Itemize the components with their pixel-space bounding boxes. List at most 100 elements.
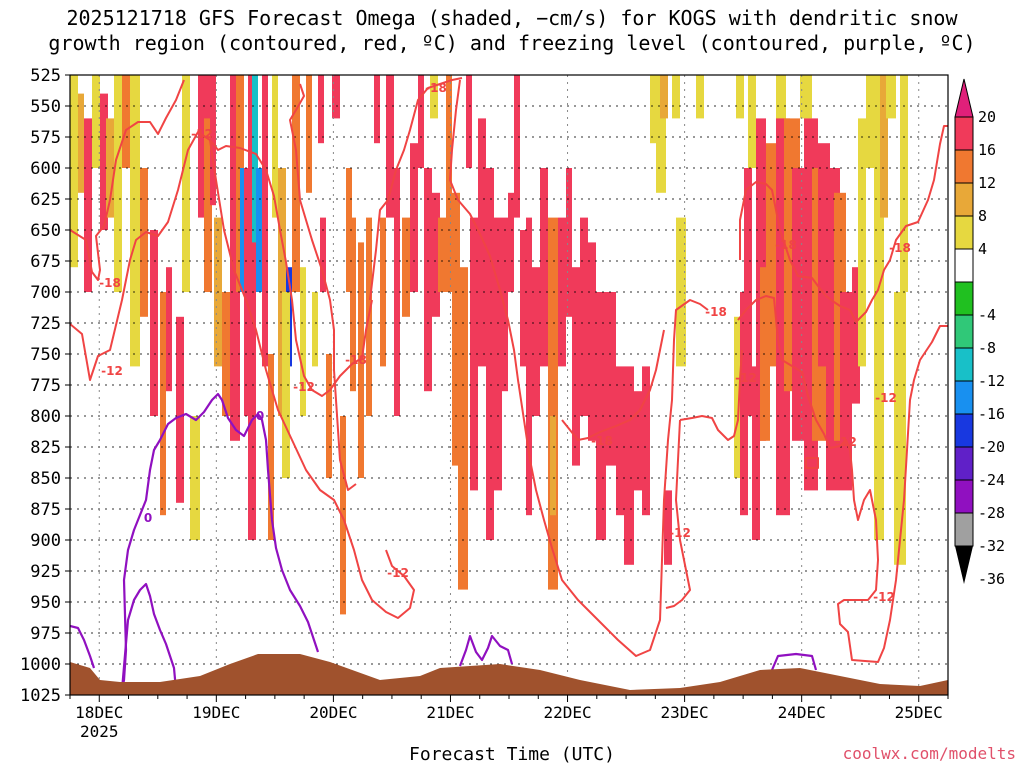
omega-cell-49 <box>386 75 394 218</box>
omega-cell-29 <box>268 354 274 540</box>
contour-label-9: -12 <box>669 526 691 540</box>
omega-cell-81 <box>606 292 616 466</box>
omega-cell-9 <box>140 168 148 317</box>
omega-cell-28 <box>262 75 268 367</box>
omega-cell-56 <box>432 192 440 317</box>
colorbar-label-5: -4 <box>978 306 996 324</box>
colorbar-swatch-5 <box>954 281 974 316</box>
y-tick-label-750: 750 <box>30 345 61 365</box>
y-tick-label-825: 825 <box>30 438 61 458</box>
x-tick-sublabel-18DEC: 2025 <box>80 722 119 741</box>
omega-cell-48 <box>380 217 386 367</box>
x-tick-label-19DEC: 19DEC <box>192 703 240 722</box>
omega-cell-15 <box>190 416 200 540</box>
colorbar-label-3: 8 <box>978 207 987 225</box>
omega-cell-36 <box>306 75 312 193</box>
contour-label-13: -12 <box>875 391 897 405</box>
omega-cell-52 <box>410 143 418 292</box>
omega-cell-71 <box>532 267 540 416</box>
omega-cell-17 <box>204 118 212 293</box>
omega-cell-33 <box>282 292 290 478</box>
omega-cell-6 <box>114 75 122 292</box>
omega-cell-12 <box>166 267 172 392</box>
omega-cell-114 <box>858 118 866 367</box>
omega-cell-86 <box>650 75 656 144</box>
colorbar-label-13: -36 <box>978 570 1005 588</box>
contour-labels: -18 -12 -18 -12 -18 -12 -12 -18 -18 -12 -12 -18 -18 -… <box>99 81 911 604</box>
colorbar-label-4: 4 <box>978 240 987 258</box>
colorbar-swatch-8 <box>954 380 974 415</box>
omega-cell-117 <box>880 75 888 218</box>
colorbar-swatch-0 <box>954 116 974 151</box>
contour-label-11: -18 <box>775 238 797 252</box>
y-tick-label-700: 700 <box>30 283 61 303</box>
omega-cell-1 <box>78 93 84 193</box>
colorbar-swatch-10 <box>954 446 974 481</box>
omega-cell-70 <box>526 217 532 516</box>
x-tick-label-24DEC: 24DEC <box>778 703 826 722</box>
freezing-contour-1 <box>120 392 320 691</box>
omega-shading <box>70 75 908 615</box>
omega-cell-25 <box>248 75 256 540</box>
dgz-contour-11 <box>805 457 819 469</box>
colorbar-swatch-11 <box>954 479 974 514</box>
omega-cell-85 <box>642 366 650 516</box>
omega-cell-14 <box>182 75 190 292</box>
omega-cell-93 <box>734 316 742 478</box>
omega-cell-67 <box>508 192 514 292</box>
colorbar-label-1: 16 <box>978 141 996 159</box>
y-tick-label-975: 975 <box>30 624 61 644</box>
contour-label-8: -18 <box>705 305 727 319</box>
colorbar-swatch-6 <box>954 314 974 349</box>
contour-label-10: -12 <box>735 371 757 385</box>
contour-lines <box>70 77 948 691</box>
colorbar-label-11: -28 <box>978 504 1005 522</box>
omega-cell-30 <box>272 75 278 218</box>
colorbar-swatch-3 <box>954 215 974 250</box>
omega-cell-69 <box>520 230 526 367</box>
omega-cell-97 <box>748 75 756 168</box>
omega-cell-3 <box>92 75 100 168</box>
omega-cell-74 <box>550 416 556 516</box>
colorbar-label-9: -20 <box>978 438 1005 456</box>
omega-cell-94 <box>736 75 744 119</box>
freezing-contour-3 <box>458 634 514 667</box>
y-tick-label-525: 525 <box>30 66 61 86</box>
x-tick-label-25DEC: 25DEC <box>895 703 943 722</box>
omega-cell-23 <box>240 168 246 292</box>
omega-cell-73 <box>548 217 558 590</box>
omega-cell-37 <box>312 292 318 367</box>
colorbar-label-12: -32 <box>978 537 1005 555</box>
x-tick-label-18DEC: 18DEC <box>75 703 123 722</box>
omega-cell-113 <box>852 267 860 404</box>
dgz-contour-7 <box>679 349 743 441</box>
omega-cell-72 <box>540 168 548 367</box>
omega-cell-83 <box>624 366 634 565</box>
omega-cell-39 <box>320 217 326 292</box>
colorbar-label-0: 20 <box>978 108 996 126</box>
colorbar-label-7: -12 <box>978 372 1005 390</box>
y-tick-label-550: 550 <box>30 97 61 117</box>
y-tick-label-1000: 1000 <box>20 655 61 675</box>
freezing-contour-2 <box>120 582 178 691</box>
contour-label-0: -18 <box>425 81 447 95</box>
omega-cell-76 <box>566 168 572 317</box>
omega-cell-8 <box>130 75 140 367</box>
omega-cell-115 <box>866 75 874 168</box>
y-tick-label-575: 575 <box>30 128 61 148</box>
y-tick-label-625: 625 <box>30 190 61 210</box>
y-tick-label-775: 775 <box>30 376 61 396</box>
colorbar-swatch-4 <box>954 248 974 283</box>
omega-cell-21 <box>230 75 240 441</box>
dgz-contour-5 <box>449 79 709 657</box>
omega-cell-13 <box>176 316 184 503</box>
y-tick-label-800: 800 <box>30 407 61 427</box>
omega-cell-44 <box>350 217 356 392</box>
omega-cell-42 <box>340 416 346 615</box>
omega-cell-61 <box>466 75 472 168</box>
omega-cell-58 <box>446 75 452 292</box>
dgz-contour-8 <box>665 419 691 609</box>
contour-label-1: -12 <box>191 127 213 141</box>
contour-label-16: 0 <box>144 511 152 525</box>
